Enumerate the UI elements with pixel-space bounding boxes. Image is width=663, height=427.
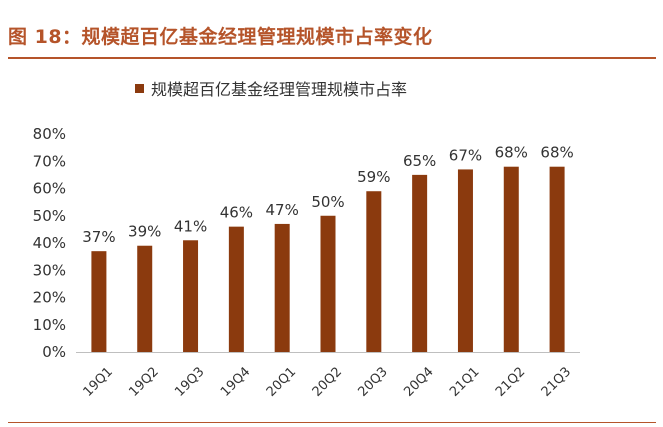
- bar-value-label: 37%: [82, 228, 115, 246]
- bar-value-label: 68%: [495, 144, 528, 162]
- x-tick-label: 19Q3: [172, 364, 207, 399]
- x-tick-label: 21Q3: [539, 364, 574, 399]
- x-tick-label: 21Q2: [493, 364, 528, 399]
- bar: [366, 191, 382, 352]
- x-tick-label: 21Q1: [447, 364, 482, 399]
- y-tick-label: 0%: [42, 343, 66, 361]
- legend-swatch: [135, 84, 144, 93]
- y-tick-label: 30%: [33, 261, 66, 279]
- bar-value-label: 41%: [174, 217, 207, 235]
- bar: [320, 215, 336, 352]
- bar-value-label: 39%: [128, 223, 161, 241]
- bar: [91, 251, 107, 352]
- bar-series: [91, 166, 565, 352]
- title-underline: [8, 57, 656, 59]
- x-axis: 19Q1 19Q2 19Q3 19Q4 20Q1 20Q2 20Q3 20Q4 21Q1 21Q2…: [81, 364, 575, 399]
- bar: [137, 245, 153, 352]
- bar-value-label: 50%: [311, 193, 344, 211]
- bar: [412, 174, 428, 352]
- bar: [457, 169, 473, 352]
- bar-value-label: 65%: [403, 152, 436, 170]
- x-tick-label: 20Q4: [401, 364, 436, 399]
- figure-title: 图 18：规模超百亿基金经理管理规模市占率变化: [8, 26, 433, 48]
- bar-value-label: 47%: [266, 201, 299, 219]
- y-tick-label: 40%: [33, 234, 66, 252]
- y-tick-label: 20%: [33, 289, 66, 307]
- bottom-rule: [8, 422, 656, 423]
- y-tick-label: 10%: [33, 316, 66, 334]
- bar: [228, 226, 244, 352]
- bar-value-label: 59%: [357, 168, 390, 186]
- bar-value-label: 67%: [449, 146, 482, 164]
- legend-label: 规模超百亿基金经理管理规模市占率: [151, 80, 407, 99]
- bar: [183, 240, 199, 352]
- bar-value-label: 68%: [540, 144, 573, 162]
- data-labels: 37% 39% 41% 46% 47% 50% 59% 65% 67% 68% 68%: [82, 144, 574, 246]
- y-tick-label: 80%: [33, 125, 66, 143]
- bar-value-label: 46%: [220, 204, 253, 222]
- bar: [503, 166, 519, 352]
- x-tick-label: 19Q2: [126, 364, 161, 399]
- y-tick-label: 50%: [33, 207, 66, 225]
- x-tick-label: 20Q2: [310, 364, 345, 399]
- chart-legend: 规模超百亿基金经理管理规模市占率: [135, 80, 407, 99]
- x-tick-label: 19Q4: [218, 364, 253, 399]
- x-tick-label: 20Q1: [264, 364, 299, 399]
- y-tick-label: 70%: [33, 152, 66, 170]
- x-tick-label: 20Q3: [355, 364, 390, 399]
- y-axis: 0% 10% 20% 30% 40% 50% 60% 70% 80%: [33, 125, 66, 361]
- bar: [274, 223, 290, 352]
- y-tick-label: 60%: [33, 180, 66, 198]
- x-tick-label: 19Q1: [81, 364, 116, 399]
- bar: [549, 166, 565, 352]
